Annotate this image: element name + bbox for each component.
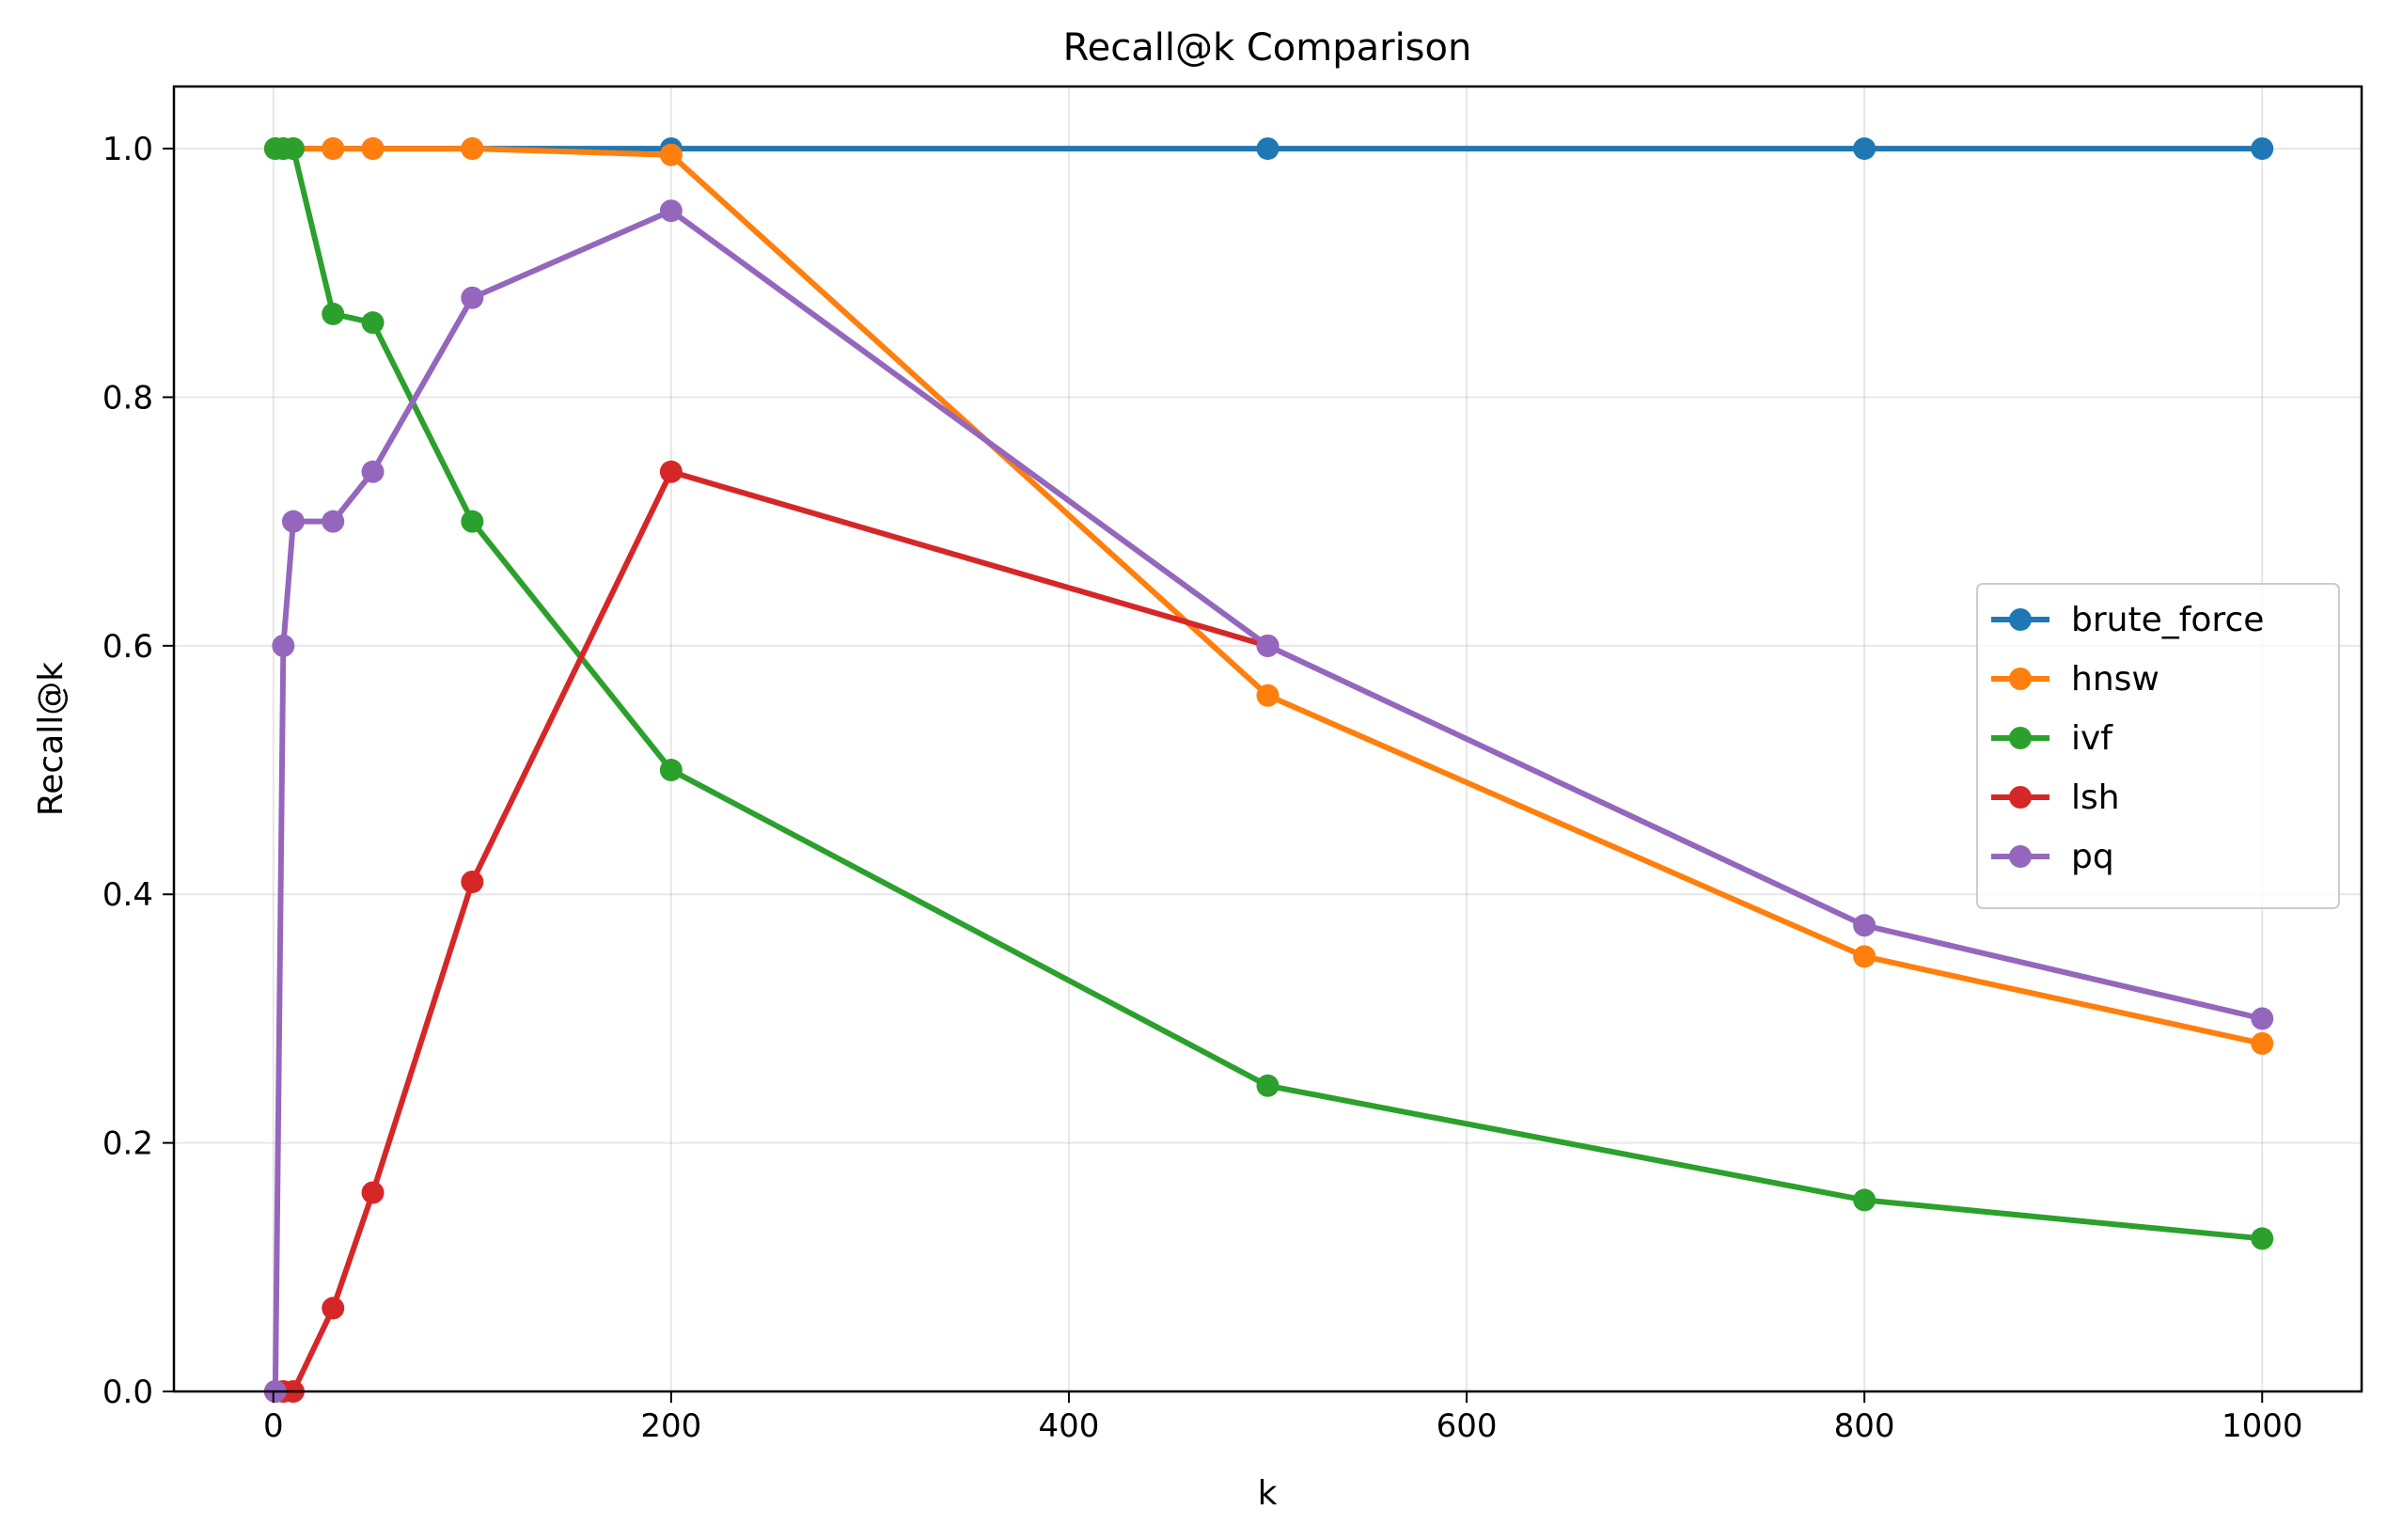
data-point (281, 137, 305, 161)
x-axis-label: k (1258, 1474, 1278, 1513)
data-point (361, 311, 385, 335)
data-point (281, 510, 305, 533)
data-point (322, 137, 345, 161)
data-point (1256, 684, 1280, 707)
legend-marker (2009, 727, 2032, 749)
x-axis: 0 200 400 600 800 1000 (263, 1391, 2303, 1445)
data-point (1853, 914, 1877, 937)
data-point (272, 634, 295, 657)
data-point (659, 199, 683, 223)
data-point (659, 460, 683, 483)
y-axis: 0.0 0.2 0.4 0.6 0.8 1.0 (102, 131, 174, 1411)
y-tick-label: 0.0 (102, 1374, 153, 1411)
data-point (1256, 137, 1280, 161)
data-point (1853, 137, 1877, 161)
data-point (1853, 945, 1877, 968)
y-axis-label: Recall@k (32, 662, 71, 816)
x-tick-label: 400 (1039, 1407, 1100, 1445)
data-point (2251, 1031, 2274, 1055)
data-point (1256, 634, 1280, 657)
x-tick-label: 1000 (2222, 1407, 2303, 1445)
data-point (1256, 1074, 1280, 1097)
data-point (461, 871, 484, 894)
legend-box (1976, 583, 2340, 909)
data-point (2251, 1227, 2274, 1250)
y-tick-label: 1.0 (102, 131, 153, 168)
legend-item: pq (1991, 838, 2114, 876)
y-tick-label: 0.6 (102, 628, 153, 666)
legend-label: pq (2071, 838, 2114, 876)
plot-frame (172, 85, 2363, 1393)
legend-label: hnsw (2071, 660, 2159, 699)
series-ivf (263, 137, 2274, 1250)
data-point (322, 1296, 345, 1320)
y-tick-label: 0.2 (102, 1125, 153, 1163)
y-tick-label: 0.8 (102, 379, 153, 416)
x-tick-label: 600 (1437, 1407, 1498, 1445)
series-line (272, 208, 2266, 1395)
x-tick-label: 200 (640, 1407, 701, 1445)
legend-item: brute_force (1991, 601, 2264, 639)
legend-label: lsh (2071, 778, 2120, 817)
legend-marker (2009, 608, 2032, 631)
x-tick-label: 800 (1834, 1407, 1895, 1445)
y-tick-label: 0.4 (102, 876, 153, 914)
data-point (659, 759, 683, 782)
data-point (461, 510, 484, 533)
data-point (361, 460, 385, 483)
legend-label: ivf (2071, 719, 2113, 758)
data-point (322, 510, 345, 533)
legend-marker (2009, 786, 2032, 809)
legend-label: brute_force (2071, 601, 2264, 639)
data-point (361, 137, 385, 161)
data-point (461, 137, 484, 161)
chart-title: Recall@k Comparison (1063, 26, 1472, 70)
legend-marker (2009, 668, 2032, 690)
data-point (322, 302, 345, 325)
legend-item: hnsw (1991, 660, 2159, 699)
data-point (461, 286, 484, 309)
legend-item: lsh (1991, 778, 2120, 817)
legend-marker (2009, 845, 2032, 868)
data-point (659, 143, 683, 166)
x-tick-label: 0 (263, 1407, 284, 1445)
data-point (1853, 1188, 1877, 1212)
data-point (2251, 137, 2274, 161)
data-point (361, 1181, 385, 1204)
legend-item: ivf (1991, 719, 2113, 758)
data-point (2251, 1007, 2274, 1030)
